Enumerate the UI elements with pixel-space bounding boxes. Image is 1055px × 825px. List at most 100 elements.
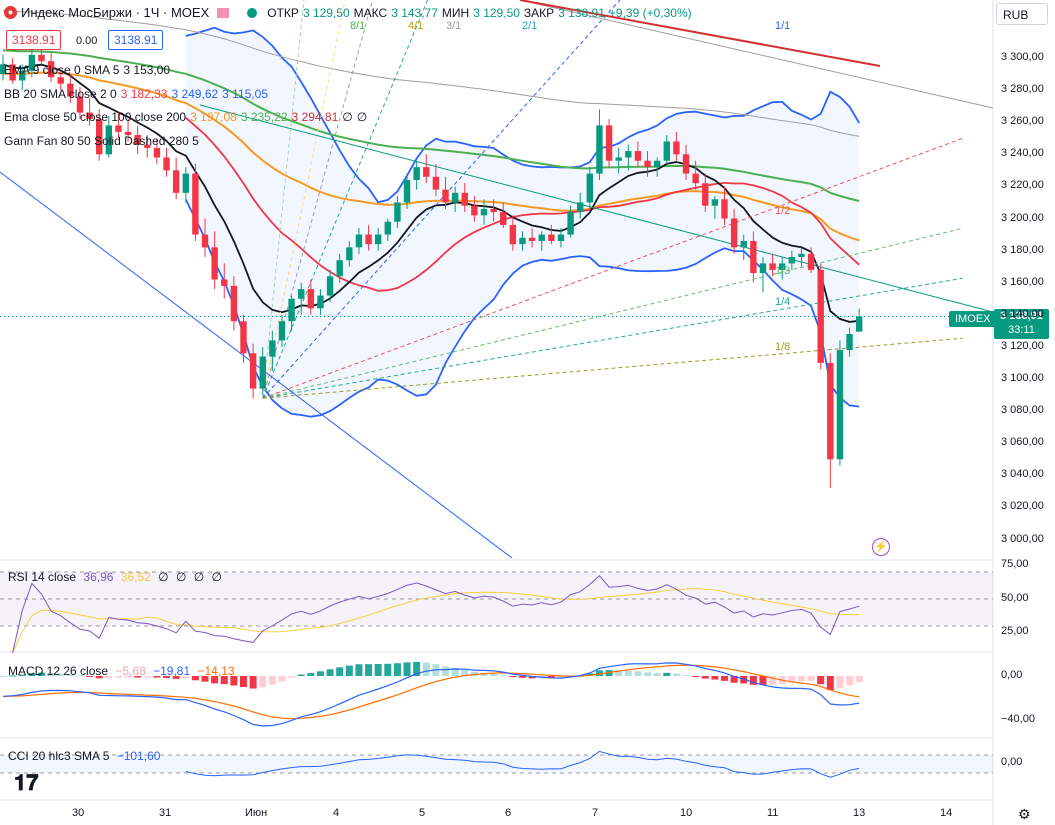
candle-body [644,160,651,168]
gann-level-label: 4/1 [408,20,424,32]
candle-body [702,183,709,206]
ticker-label: IMOEX [949,311,997,327]
candle-body [500,212,507,225]
gann-fan-line [262,337,963,399]
cci-legend[interactable]: CCI 20 hlc3 SMA 5 −101,60 [8,749,164,763]
candle-body [519,237,526,245]
time-tick: 6 [505,807,512,819]
macd-histogram-bar [788,676,796,683]
indicator-name: Gann Fan 80 50 Solid Dashed 280 5 [4,134,199,148]
currency-select[interactable]: RUB [996,3,1048,25]
low-value: 3 129,50 [473,5,520,20]
macd-histogram-bar [201,676,209,682]
macd-histogram-bar [547,676,555,679]
macd-histogram-bar [153,676,161,678]
macd-histogram-bar [413,661,421,676]
indicator-ema9[interactable]: EMA 9 close 0 SMA 5 3 153,00 [4,63,170,77]
rsi-legend[interactable]: RSI 14 close 36,96 36,52 ∅ ∅ ∅ ∅ [8,570,226,584]
macd-histogram-bar [403,662,411,676]
macd-histogram-bar [95,676,103,679]
candle-body [634,151,642,161]
macd-histogram-bar [615,670,623,676]
time-tick: 13 [853,807,866,819]
settings-gear-icon[interactable]: ⚙ [1018,806,1031,822]
candle-body [480,208,488,216]
price-tick: 3 220,00 [1001,179,1044,192]
countdown: 33:11 [1008,324,1035,336]
candle-body [288,298,295,322]
candle-body [134,135,141,145]
macd-histogram-bar [37,672,45,676]
candle-body [221,279,228,286]
candle-body [153,147,161,158]
price-tick: 3 060,00 [1001,436,1044,449]
macd-histogram-bar [316,671,324,676]
indicator-name: Ema close 50 close 100 close 200 [4,110,187,124]
indicator-value: ∅ [342,110,353,124]
indicator-gann-fan[interactable]: Gann Fan 80 50 Solid Dashed 280 5 [4,134,199,148]
candle-body [278,321,286,341]
candle-body [567,212,574,235]
macd-histogram-bar [211,676,219,684]
candle-body [586,173,594,203]
flag-icon[interactable] [217,7,230,18]
lightning-event-icon[interactable]: ⚡ [872,538,890,556]
symbol-title[interactable]: Индекс МосБиржи · 1Ч · MOEX [21,5,210,20]
tradingview-logo-icon[interactable]: 𝟏𝟕 [14,770,39,795]
indicator-bb[interactable]: BB 20 SMA close 2 0 3 182,33 3 249,62 3 … [4,87,268,101]
macd-histogram-bar [355,664,363,676]
candle-body [346,247,353,261]
time-tick: 10 [680,807,693,819]
rsi-extra-value: ∅ [193,570,205,584]
candle-body [144,144,151,148]
time-tick: 30 [72,807,85,819]
candle-body [394,202,401,222]
sell-button[interactable]: 3138.91 [6,30,62,50]
time-tick: 31 [159,807,172,819]
candle-body [442,189,449,203]
indicator-value: 3 249,62 [171,87,219,101]
visibility-dot-icon[interactable] [247,7,258,18]
macd-histogram-bar [855,676,863,683]
macd-histogram-bar [721,676,728,681]
macd-histogram-bar [624,670,632,676]
gann-level-label: 1/8 [775,341,791,353]
macd-histogram-bar [461,669,469,676]
macd-signal-line [2,664,860,720]
gann-level-label: 1/1 [775,20,791,32]
price-tick: 3 020,00 [1001,500,1044,513]
gann-fan-line [262,137,963,399]
buy-button[interactable]: 3138.91 [108,30,164,50]
candle-body [817,269,824,363]
macd-legend[interactable]: MACD 12 26 close −5,68 −19,81 −14,13 [8,664,239,678]
gann-fan-line [262,227,963,399]
candle-body [548,234,555,241]
macd-histogram-bar [518,676,526,678]
candle-body [855,316,863,332]
bb-upper-line [185,26,860,204]
high-label: МАКС [353,5,388,20]
candle-body [471,205,478,216]
last-price-label: 3 138,91 33:11 [994,309,1049,339]
candle-body [19,70,26,81]
macd-histogram-bar [18,674,26,676]
macd-histogram-bar [595,670,603,676]
candle-body [124,131,132,136]
candle-body [28,54,36,71]
candle-body [836,350,844,460]
macd-histogram-bar [336,667,344,676]
price-tick: 3 040,00 [1001,468,1044,481]
macd-title: MACD 12 26 close [8,664,109,678]
gann-level-label: 1/4 [775,296,791,308]
indicator-ema-multi[interactable]: Ema close 50 close 100 close 200 3 197,0… [4,110,367,124]
candle-body [538,234,545,241]
macd-histogram-bar [259,676,267,688]
candle-body [605,125,613,161]
macd-histogram-bar [28,673,36,676]
candle-body [269,340,276,357]
macd-line-value: −19,81 [153,664,191,678]
price-tick: 3 180,00 [1001,243,1044,256]
macd-histogram-bar [307,673,315,676]
